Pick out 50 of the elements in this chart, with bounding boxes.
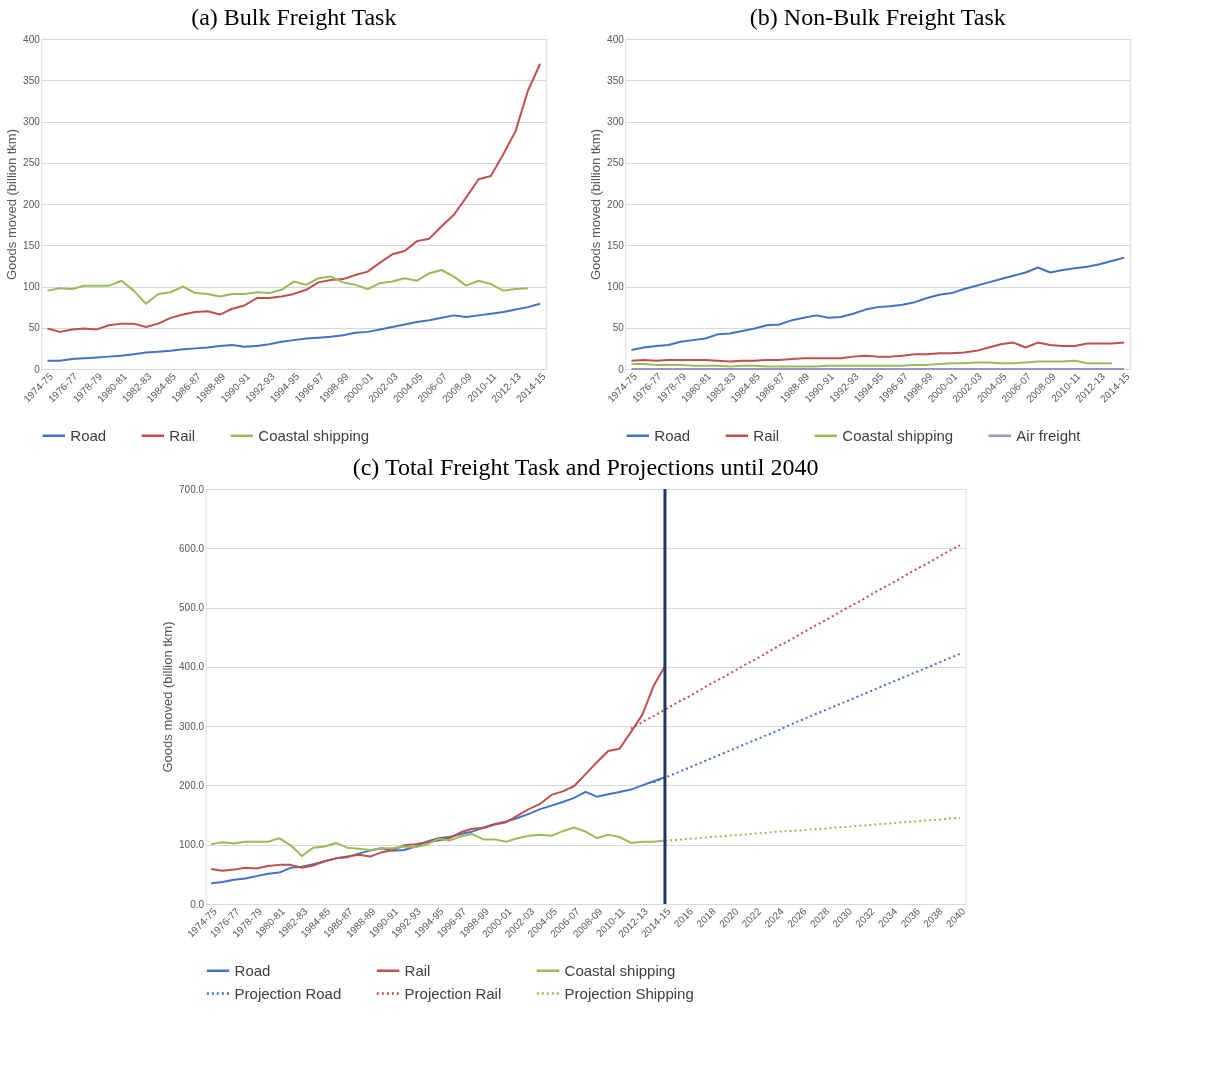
- y-tick-label: 400.0: [179, 661, 205, 673]
- line-series: [630, 341, 1126, 363]
- y-tick-label: 400: [607, 33, 625, 45]
- legend-label: Coastal shipping: [564, 961, 676, 979]
- legend-label: Projection Road: [234, 984, 342, 1002]
- line-series: [46, 62, 542, 333]
- y-tick-label: 150: [23, 239, 41, 251]
- y-tick-label: 0.0: [190, 898, 205, 910]
- y-tick-label: 0: [34, 363, 41, 375]
- chart-title: (a) Bulk Freight Task: [191, 4, 397, 30]
- line-series: [46, 302, 542, 362]
- chart-title: (c) Total Freight Task and Projections until 2040: [352, 454, 819, 480]
- legend-label: Coastal shipping: [842, 426, 954, 444]
- y-tick-label: 250: [607, 157, 625, 169]
- y-tick-label: 50: [28, 322, 41, 334]
- legend-label: Projection Rail: [404, 984, 502, 1002]
- y-tick-label: 600.0: [179, 542, 205, 554]
- y-tick-label: 100: [23, 281, 41, 292]
- legend-label: Road: [654, 426, 691, 444]
- y-tick-label: 700.0: [179, 483, 205, 495]
- line-series: [46, 269, 529, 305]
- y-axis-title: Goods moved (billion tkm): [4, 129, 20, 280]
- y-tick-label: 100: [607, 281, 625, 292]
- legend-label: Rail: [753, 426, 780, 444]
- y-tick-label: 200: [23, 198, 41, 210]
- y-axis-title: Goods moved (billion tkm): [160, 621, 176, 773]
- chart-title: (b) Non-Bulk Freight Task: [749, 4, 1006, 30]
- y-tick-label: 250: [23, 157, 41, 169]
- y-axis-title: Goods moved (billion tkm): [588, 129, 604, 280]
- legend-label: Road: [70, 426, 107, 444]
- legend-label: Rail: [404, 961, 431, 979]
- y-tick-label: 300: [607, 116, 625, 127]
- legend-label: Air freight: [1016, 426, 1082, 444]
- y-tick-label: 300.0: [179, 720, 205, 732]
- y-tick-label: 300: [23, 116, 41, 127]
- y-tick-label: 500.0: [179, 602, 205, 614]
- y-tick-label: 50: [612, 322, 625, 334]
- y-tick-label: 150: [607, 239, 625, 251]
- y-tick-label: 0: [618, 363, 625, 375]
- legend-label: Coastal shipping: [258, 426, 370, 444]
- y-tick-label: 200.0: [179, 779, 205, 791]
- legend-label: Projection Shipping: [564, 984, 694, 1002]
- legend-label: Rail: [169, 426, 196, 444]
- y-tick-label: 100.0: [179, 839, 205, 851]
- y-tick-label: 400: [23, 33, 41, 45]
- y-tick-label: 200: [607, 198, 625, 210]
- legend-label: Road: [234, 961, 271, 979]
- y-tick-label: 350: [607, 74, 625, 86]
- y-tick-label: 350: [23, 74, 41, 86]
- line-series: [630, 256, 1126, 352]
